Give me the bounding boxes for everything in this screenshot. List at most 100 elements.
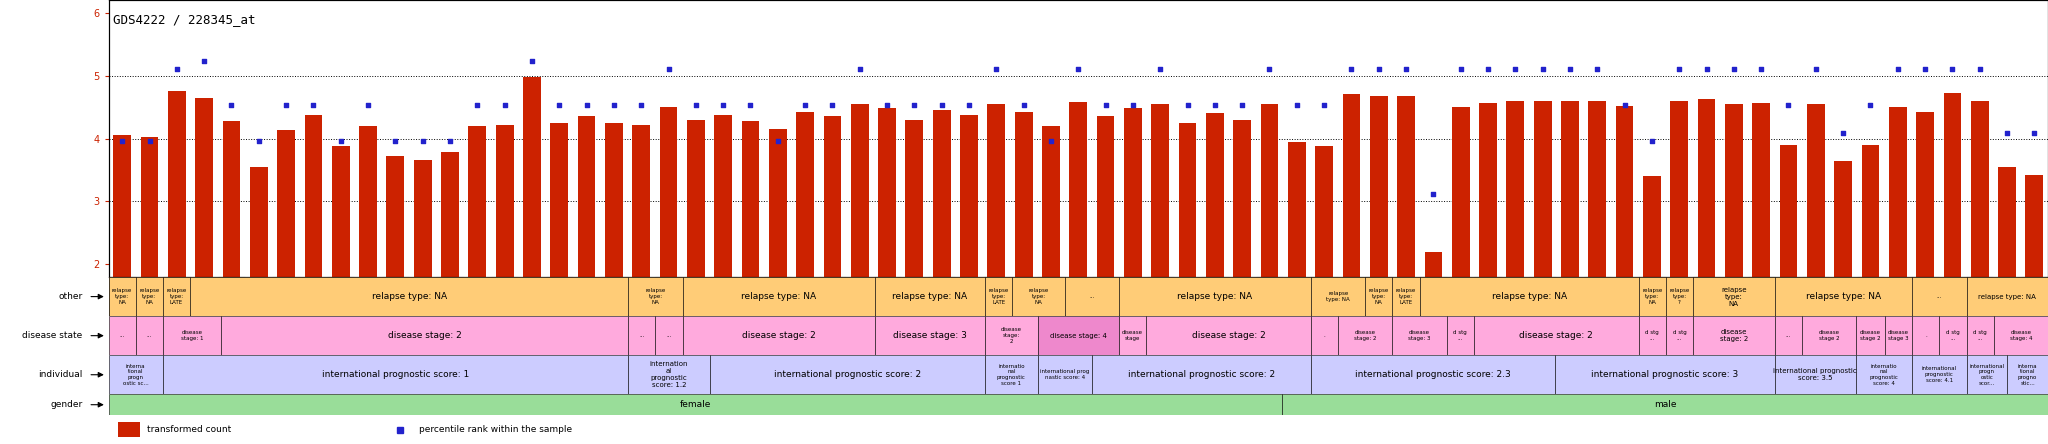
Point (1608, 102, 1640, 109)
Bar (1337, 277, 1366, 315)
Text: GSM447630: GSM447630 (311, 279, 315, 315)
Bar (1419, 277, 1448, 315)
Text: female: female (680, 400, 711, 409)
Text: GSM447649: GSM447649 (365, 279, 371, 315)
Text: GSM447730: GSM447730 (1432, 279, 1436, 315)
Bar (1806, 104, 1825, 277)
Bar (119, 422, 139, 437)
Bar (1970, 101, 1989, 277)
Point (1061, 66, 1094, 73)
Bar (1446, 316, 1475, 355)
Bar (469, 126, 485, 277)
Point (1309, 102, 1341, 109)
Bar (551, 123, 567, 277)
Text: GSM447614: GSM447614 (1350, 279, 1354, 315)
Text: GSM447743: GSM447743 (993, 279, 999, 315)
Point (926, 102, 958, 109)
Text: international prog
nastic score: 4: international prog nastic score: 4 (1040, 369, 1090, 380)
Bar (1802, 316, 1855, 355)
Bar (604, 123, 623, 277)
Bar (1393, 277, 1419, 316)
Bar (1038, 355, 1092, 394)
Text: relapse
type:
LATE: relapse type: LATE (1397, 288, 1415, 305)
Bar (1724, 104, 1743, 277)
Text: international prognostic score: 1: international prognostic score: 1 (322, 370, 469, 379)
Point (979, 66, 1012, 73)
Text: disease
stage 2: disease stage 2 (1819, 330, 1839, 341)
Bar (1448, 277, 1475, 315)
Bar (164, 277, 190, 315)
Point (569, 102, 602, 109)
Bar (1665, 277, 1694, 316)
Text: GSM447707: GSM447707 (1841, 279, 1845, 315)
Bar (1147, 277, 1174, 315)
Point (1772, 102, 1804, 109)
Bar (627, 277, 655, 315)
Text: GSM447698: GSM447698 (557, 279, 561, 315)
Point (598, 102, 631, 109)
Bar (1888, 107, 1907, 277)
Point (870, 102, 903, 109)
Bar (1233, 119, 1251, 277)
Text: relapse type: NA: relapse type: NA (371, 292, 446, 301)
Text: disease
stage:
2: disease stage: 2 (1001, 327, 1022, 344)
Bar (299, 277, 328, 315)
Point (242, 138, 274, 145)
Bar (764, 277, 791, 315)
Bar (1425, 252, 1442, 277)
Point (952, 102, 985, 109)
Text: d stg
...: d stg ... (1972, 330, 1987, 341)
Bar (1393, 277, 1419, 315)
Bar (1993, 277, 2021, 315)
Bar (1092, 355, 1311, 394)
Bar (1554, 355, 1774, 394)
Bar (1939, 277, 1966, 315)
Text: d stg
...: d stg ... (1645, 330, 1659, 341)
Bar (1038, 316, 1118, 355)
Bar (1534, 101, 1552, 277)
Bar (1747, 277, 1776, 315)
Text: relapse
type:
LATE: relapse type: LATE (166, 288, 186, 305)
Text: disease
stage: 2: disease stage: 2 (1354, 330, 1376, 341)
Text: disease stage: 2: disease stage: 2 (1192, 331, 1266, 340)
Bar (1311, 355, 1554, 394)
Bar (1858, 277, 1884, 315)
Text: GSM447735: GSM447735 (666, 279, 672, 315)
Text: GSM447676: GSM447676 (475, 279, 479, 315)
Bar (109, 355, 164, 394)
Text: GSM447700: GSM447700 (858, 279, 862, 315)
Bar (141, 137, 158, 277)
Bar (1694, 277, 1720, 315)
Point (1198, 102, 1231, 109)
Bar (387, 156, 403, 277)
Bar (1036, 277, 1065, 315)
Text: GSM447674: GSM447674 (748, 279, 754, 315)
Text: GSM447689: GSM447689 (1485, 279, 1491, 315)
Bar (874, 277, 985, 316)
Bar (1694, 277, 1774, 316)
Bar (217, 277, 246, 315)
Bar (682, 316, 874, 355)
Bar (819, 277, 846, 315)
Bar (1475, 277, 1501, 315)
Point (1636, 138, 1669, 145)
Text: GDS4222 / 228345_at: GDS4222 / 228345_at (113, 13, 256, 26)
Point (1171, 102, 1204, 109)
Bar (1720, 277, 1747, 315)
Bar (1698, 99, 1716, 277)
Bar (1589, 101, 1606, 277)
Bar (195, 98, 213, 277)
Text: GSM447681: GSM447681 (530, 279, 535, 315)
Bar (879, 108, 895, 277)
Point (707, 102, 739, 109)
Text: GSM447723: GSM447723 (803, 279, 807, 315)
Point (1554, 66, 1587, 73)
Bar (1475, 316, 1638, 355)
Bar (436, 277, 463, 315)
Bar (109, 394, 1282, 415)
Bar (1993, 316, 2048, 355)
Text: relapse
type:
LATE: relapse type: LATE (989, 288, 1010, 305)
Point (1581, 66, 1614, 73)
Bar (715, 115, 731, 277)
Bar (578, 116, 596, 277)
